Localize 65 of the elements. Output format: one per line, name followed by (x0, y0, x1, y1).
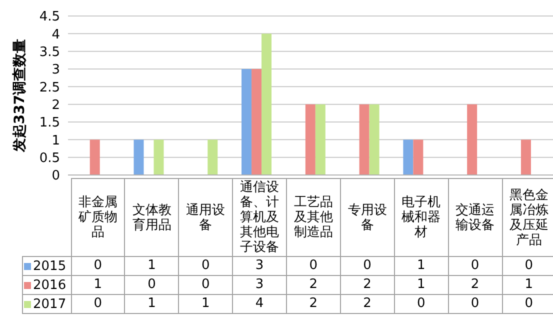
data-label: 1 (124, 294, 179, 314)
bar (252, 69, 262, 175)
x-tick-label: 通信设备、计算机及其他电子设备 (232, 178, 286, 256)
data-label: 0 (178, 256, 233, 276)
data-label: 2 (286, 294, 340, 314)
bar (305, 104, 316, 175)
data-label: 1 (502, 276, 553, 294)
data-label: 1 (178, 294, 233, 314)
bar (242, 69, 252, 175)
x-tick-label: 交通运输设备 (448, 178, 502, 256)
y-tick-label: 2 (52, 98, 60, 113)
data-label: 0 (502, 294, 553, 314)
data-label: 2 (286, 276, 340, 294)
y-tick-label: 1 (52, 133, 60, 148)
x-tick-label: 非金属矿质物品 (71, 178, 125, 256)
data-label: 0 (448, 256, 502, 276)
x-tick-label: 通用设备 (178, 178, 233, 256)
y-tick-label: 3.5 (39, 44, 60, 60)
data-label: 0 (394, 294, 448, 314)
y-tick-label: 0.5 (39, 150, 60, 166)
legend-label: 2017 (22, 294, 71, 314)
data-label: 4 (232, 294, 286, 314)
data-label: 0 (340, 256, 394, 276)
x-tick-label: 工艺品及其他制造品 (286, 178, 340, 256)
data-label: 1 (124, 256, 179, 276)
data-label: 1 (71, 276, 125, 294)
y-tick-label: 4 (52, 27, 60, 42)
data-label: 1 (394, 256, 448, 276)
data-label: 0 (286, 256, 340, 276)
data-label: 2 (448, 276, 502, 294)
bar (359, 104, 370, 175)
bar (369, 104, 380, 175)
data-label: 1 (394, 276, 448, 294)
x-tick-label: 电子机械和器材 (394, 178, 448, 256)
x-tick-label: 黑色金属冶炼及压延产品 (502, 178, 553, 256)
y-tick-label: 2.5 (39, 80, 60, 96)
y-tick-label: 0 (52, 168, 60, 184)
y-tick-label: 4.5 (39, 10, 60, 25)
data-label: 0 (71, 256, 125, 276)
legend-label: 2016 (22, 276, 71, 294)
bar (520, 140, 531, 175)
data-label: 0 (124, 276, 179, 294)
data-label: 2 (340, 276, 394, 294)
data-label: 0 (178, 276, 233, 294)
bar (315, 104, 326, 175)
bar (262, 34, 272, 175)
bar (208, 140, 218, 175)
bar (134, 140, 144, 175)
bar (90, 140, 100, 175)
bar (413, 140, 424, 175)
y-tick-label: 3 (52, 62, 60, 78)
x-tick-label: 专用设备 (340, 178, 394, 256)
data-label: 0 (448, 294, 502, 314)
y-axis-title: 发起337调查数量 (12, 38, 28, 154)
bar (154, 140, 164, 175)
data-label: 0 (71, 294, 125, 314)
bar (467, 104, 478, 175)
bar (403, 140, 414, 175)
y-tick-label: 1.5 (39, 116, 60, 131)
data-label: 0 (502, 256, 553, 276)
data-label: 2 (340, 294, 394, 314)
x-tick-label: 文体教育用品 (124, 178, 179, 256)
legend-label: 2015 (22, 256, 71, 276)
data-label: 3 (232, 276, 286, 294)
data-label: 3 (232, 256, 286, 276)
